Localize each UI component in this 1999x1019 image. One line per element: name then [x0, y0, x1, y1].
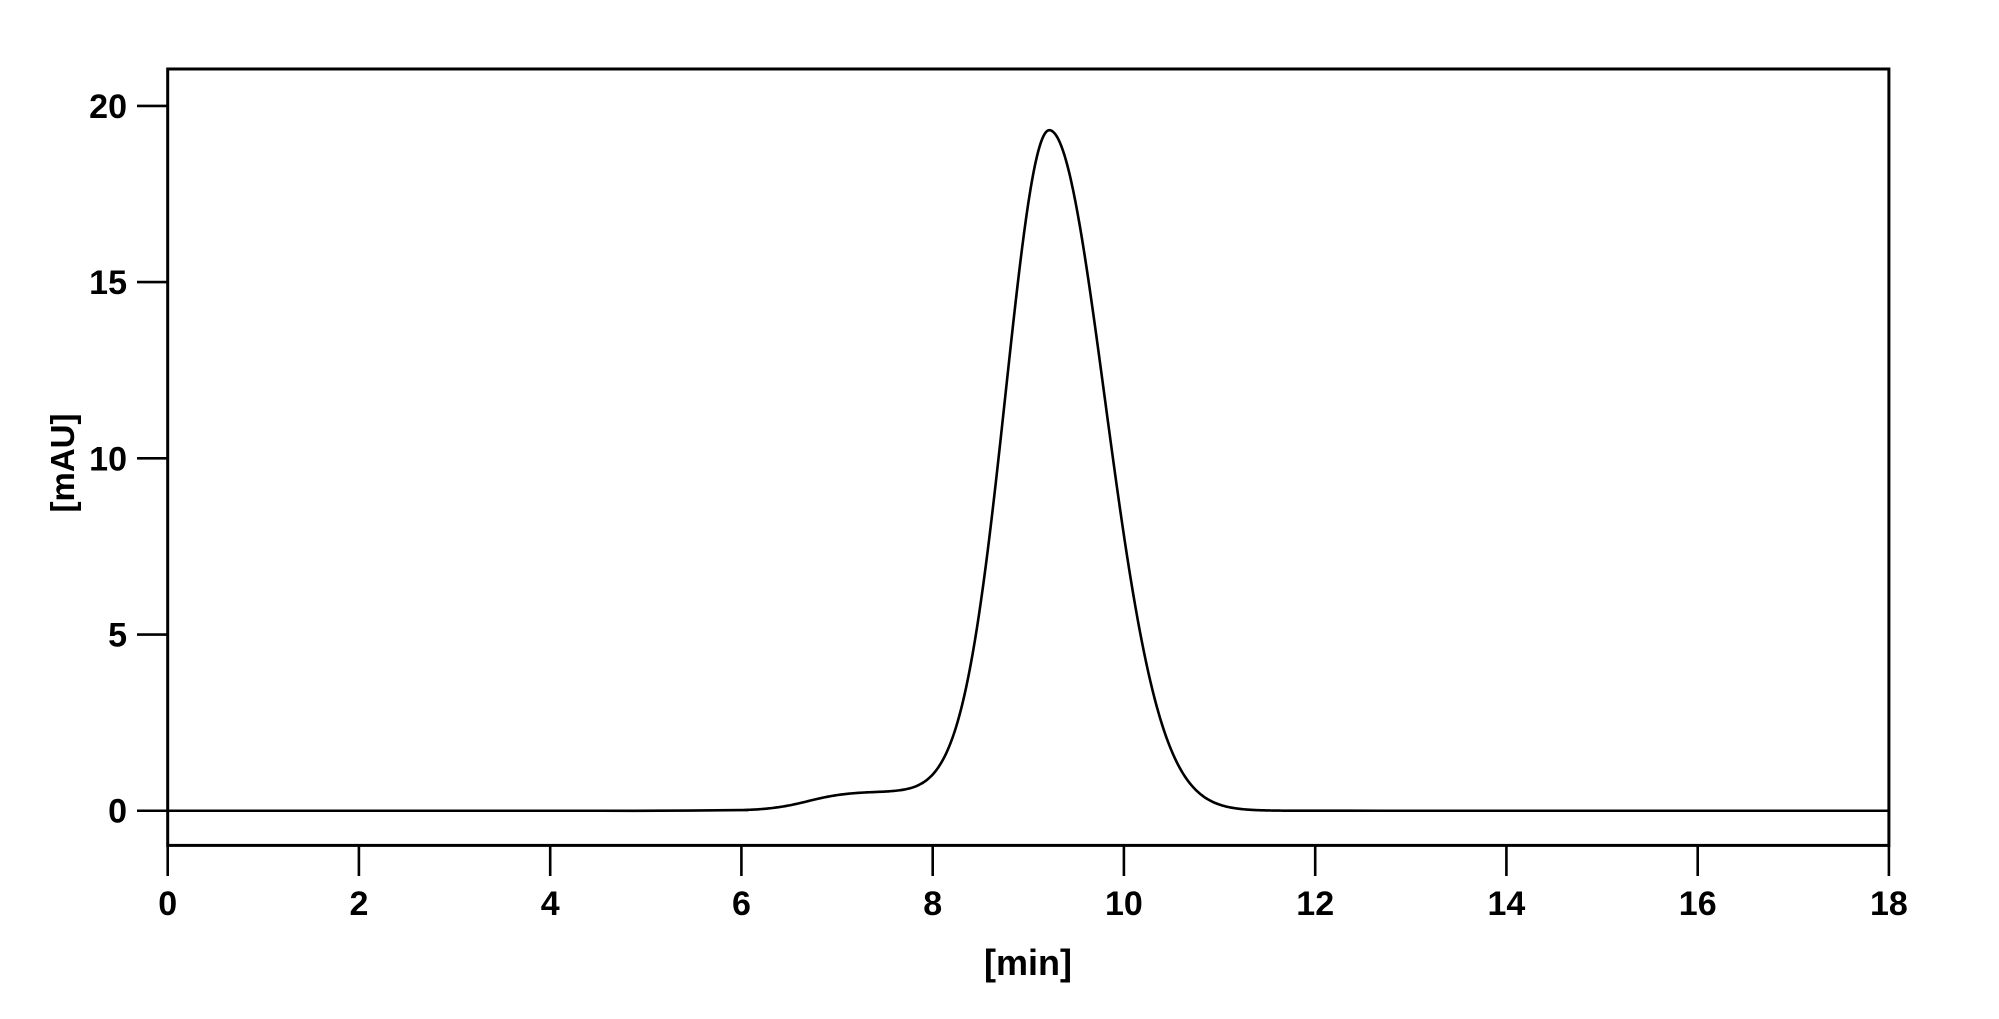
svg-text:14: 14	[1487, 885, 1525, 923]
svg-text:0: 0	[158, 885, 177, 923]
svg-text:10: 10	[89, 440, 127, 478]
svg-text:[mAU]: [mAU]	[44, 414, 81, 513]
svg-text:0: 0	[108, 793, 127, 831]
svg-text:12: 12	[1296, 885, 1334, 923]
svg-text:16: 16	[1679, 885, 1717, 923]
svg-text:18: 18	[1870, 885, 1908, 923]
svg-text:2: 2	[349, 885, 368, 923]
svg-text:5: 5	[108, 617, 127, 655]
svg-text:15: 15	[89, 264, 127, 302]
svg-text:4: 4	[541, 885, 560, 923]
svg-text:10: 10	[1105, 885, 1143, 923]
svg-text:[min]: [min]	[984, 942, 1072, 983]
svg-text:6: 6	[732, 885, 751, 923]
svg-text:8: 8	[923, 885, 942, 923]
svg-text:20: 20	[89, 88, 127, 126]
